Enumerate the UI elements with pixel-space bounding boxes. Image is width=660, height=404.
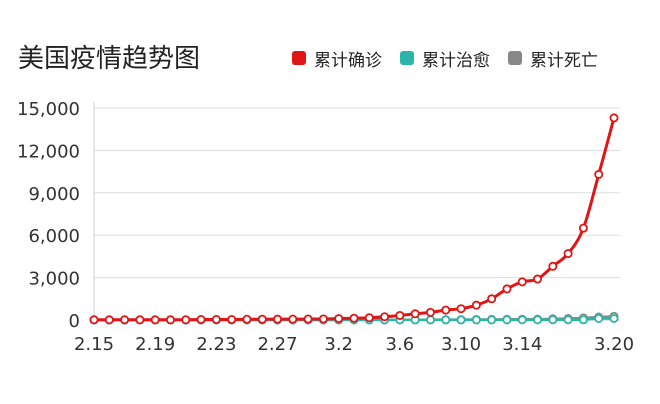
data-point[interactable]: [594, 169, 604, 179]
axis-layer: 0 3,000 6,000 9,000 12,000 15,000 2.15 2.19 2.23…: [17, 99, 634, 355]
data-point[interactable]: [578, 315, 588, 325]
data-point[interactable]: [456, 304, 466, 314]
legend-label-recovered: 累计治愈: [422, 50, 490, 71]
data-point[interactable]: [334, 314, 344, 324]
data-point[interactable]: [165, 315, 175, 325]
data-point[interactable]: [135, 315, 145, 325]
data-point[interactable]: [410, 309, 420, 319]
data-point[interactable]: [257, 314, 267, 324]
data-point[interactable]: [441, 315, 451, 325]
data-point[interactable]: [181, 315, 191, 325]
data-point[interactable]: [349, 313, 359, 323]
data-point[interactable]: [502, 284, 512, 294]
data-point[interactable]: [395, 310, 405, 320]
data-point[interactable]: [563, 315, 573, 325]
data-point[interactable]: [487, 315, 497, 325]
y-tick-label: 0: [69, 311, 80, 332]
legend-item-recovered[interactable]: 累计治愈: [400, 46, 490, 71]
x-tick-label: 3.10: [441, 334, 481, 355]
y-tick-label: 15,000: [17, 99, 80, 120]
data-point[interactable]: [211, 315, 221, 325]
data-point[interactable]: [89, 315, 99, 325]
legend-label-confirmed: 累计确诊: [314, 50, 382, 71]
data-point[interactable]: [502, 315, 512, 325]
data-point[interactable]: [471, 315, 481, 325]
x-tick-label: 3.6: [386, 334, 415, 355]
data-point[interactable]: [487, 294, 497, 304]
data-point[interactable]: [227, 315, 237, 325]
data-point[interactable]: [364, 313, 374, 323]
x-tick-label: 3.2: [324, 334, 353, 355]
legend-label-deaths: 累计死亡: [530, 50, 598, 71]
data-point[interactable]: [609, 313, 619, 323]
data-point[interactable]: [533, 274, 543, 284]
data-point[interactable]: [548, 315, 558, 325]
data-point[interactable]: [242, 314, 252, 324]
legend-swatch-deaths: [508, 51, 522, 65]
legend-swatch-confirmed: [292, 51, 306, 65]
legend-item-confirmed[interactable]: 累计确诊: [292, 46, 382, 71]
series-layer: [89, 113, 619, 325]
y-tick-label: 12,000: [17, 141, 80, 162]
data-point[interactable]: [548, 261, 558, 271]
legend-swatch-recovered: [400, 51, 414, 65]
data-point[interactable]: [104, 315, 114, 325]
data-point[interactable]: [318, 314, 328, 324]
data-point[interactable]: [303, 314, 313, 324]
legend-item-deaths[interactable]: 累计死亡: [508, 46, 598, 71]
series-0: [89, 113, 619, 325]
y-tick-label: 3,000: [28, 269, 80, 290]
data-point[interactable]: [441, 305, 451, 315]
data-point[interactable]: [517, 315, 527, 325]
x-tick-label: 3.20: [594, 334, 634, 355]
series-line: [93, 117, 616, 322]
data-point[interactable]: [120, 315, 130, 325]
chart-title: 美国疫情趋势图: [18, 44, 201, 74]
data-point[interactable]: [594, 314, 604, 324]
data-point[interactable]: [578, 223, 588, 233]
data-point[interactable]: [196, 315, 206, 325]
y-tick-label: 6,000: [28, 226, 80, 247]
data-point[interactable]: [533, 315, 543, 325]
data-point[interactable]: [456, 315, 466, 325]
x-tick-label: 2.27: [257, 334, 297, 355]
data-point[interactable]: [563, 249, 573, 259]
x-tick-label: 3.14: [502, 334, 542, 355]
y-tick-label: 9,000: [28, 184, 80, 205]
x-tick-label: 2.23: [196, 334, 236, 355]
x-tick-label: 2.19: [135, 334, 175, 355]
data-point[interactable]: [609, 113, 619, 123]
data-point[interactable]: [288, 314, 298, 324]
data-point[interactable]: [273, 314, 283, 324]
data-point[interactable]: [471, 300, 481, 310]
data-point[interactable]: [425, 307, 435, 317]
data-point[interactable]: [150, 315, 160, 325]
data-point[interactable]: [517, 277, 527, 287]
chart-legend: 累计确诊 累计治愈 累计死亡: [292, 44, 616, 72]
data-point[interactable]: [380, 312, 390, 322]
x-tick-label: 2.15: [74, 334, 114, 355]
grid-layer: [94, 107, 620, 321]
data-point[interactable]: [425, 315, 435, 325]
